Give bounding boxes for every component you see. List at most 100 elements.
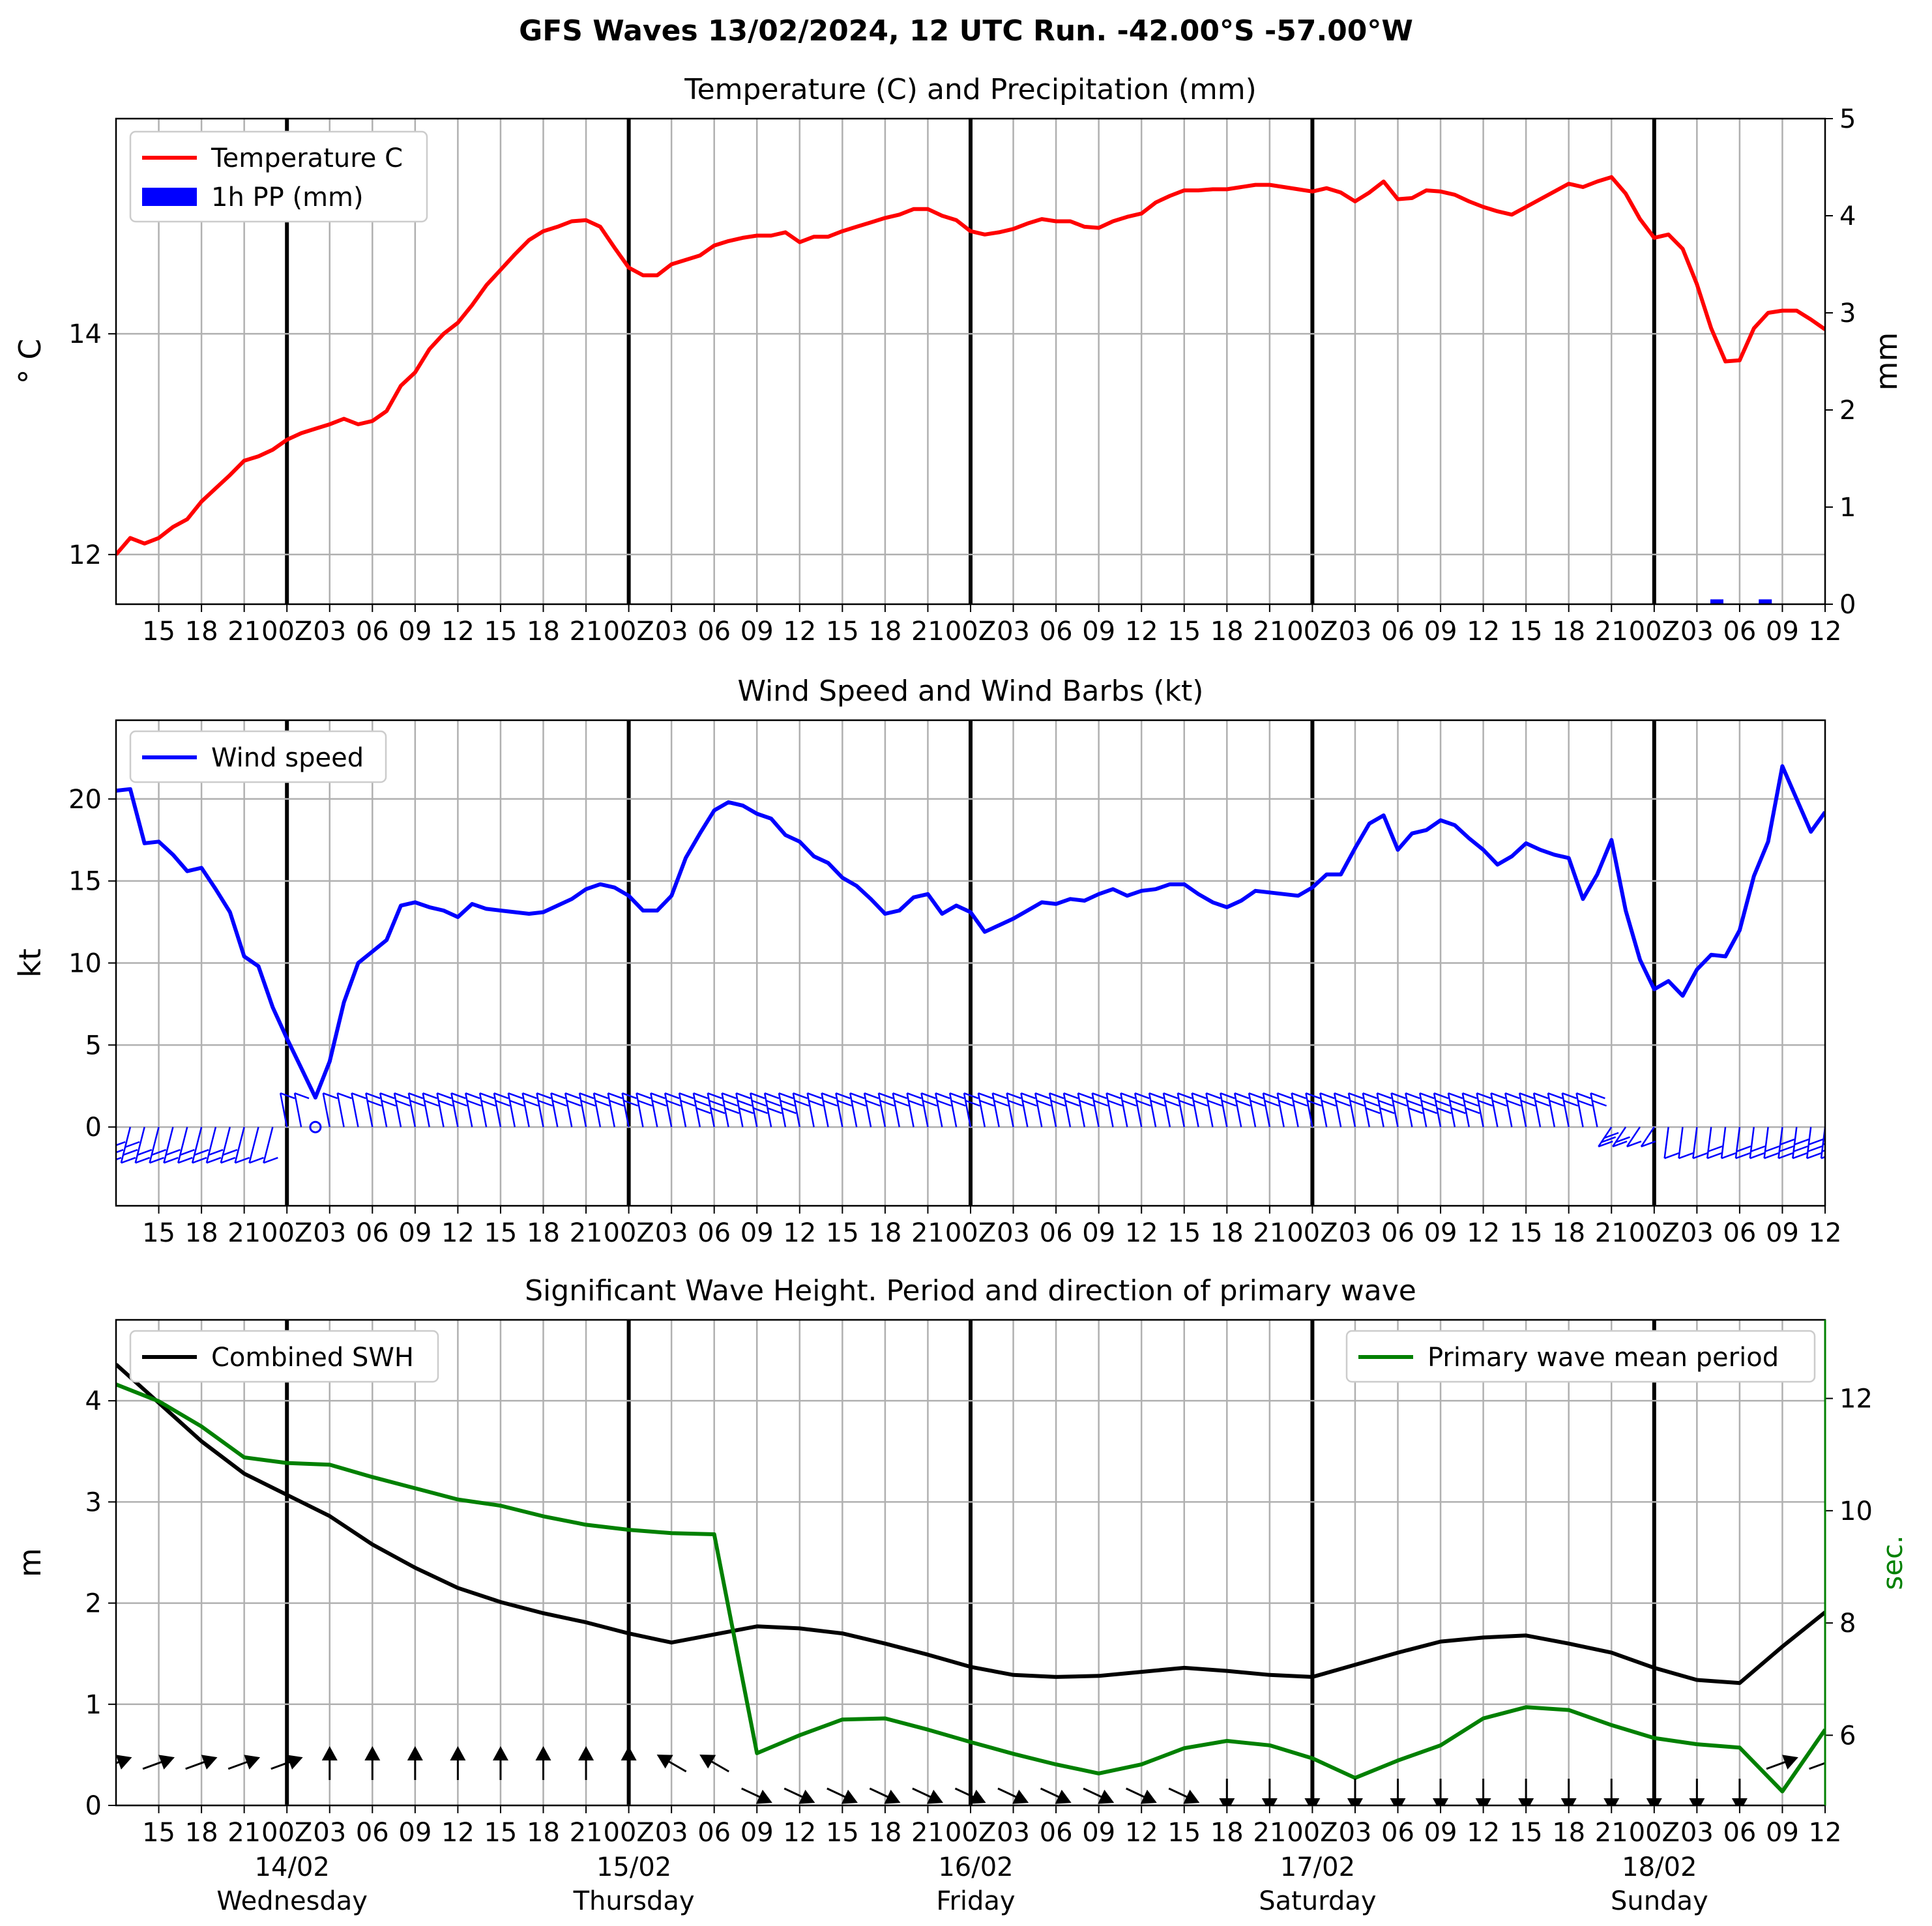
wind-barb-shaft — [778, 1092, 787, 1128]
wind-barb-shaft — [205, 1126, 217, 1163]
x-tick-label: 12 — [1809, 1818, 1842, 1848]
x-tick-label: 09 — [1766, 1818, 1799, 1848]
wind-barb-shaft — [849, 1092, 858, 1128]
wind-barb-feather — [1534, 1100, 1550, 1107]
x-tick-label: 00Z — [261, 1218, 312, 1248]
x-tick-label: 21 — [911, 617, 944, 647]
y-tick-label: 10 — [68, 949, 102, 979]
wind-barb-shaft — [1778, 1127, 1783, 1159]
legend: Temperature C 1h PP (mm) — [129, 130, 428, 223]
wind-barb-shaft — [735, 1092, 744, 1128]
wave-arrow-icon — [1560, 1779, 1577, 1805]
wind-barb-feather — [735, 1092, 751, 1100]
wind-barb-feather — [1093, 1100, 1109, 1107]
x-tick-label: 21 — [227, 617, 261, 647]
x-tick-label: 06 — [1723, 1818, 1756, 1848]
wind-barb-feather — [1504, 1092, 1520, 1100]
wind-barb-shaft — [636, 1092, 644, 1128]
x-tick-label: 12 — [1467, 1218, 1500, 1248]
wind-barb-feather — [1641, 1141, 1656, 1148]
x-tick-label: 06 — [356, 1818, 389, 1848]
wind-barb-shaft — [707, 1092, 715, 1128]
wind-barb-feather — [1335, 1100, 1351, 1107]
wind-barb-shaft — [650, 1092, 658, 1128]
wind-barb-feather — [1576, 1092, 1591, 1100]
wind-barb-shaft — [322, 1092, 330, 1128]
wind-barb-feather — [835, 1092, 851, 1100]
x-tick-label: 21 — [911, 1218, 944, 1248]
wind-barb-feather — [794, 1100, 810, 1107]
legend-label: Wind speed — [211, 743, 364, 773]
wave-arrow-icon — [1731, 1779, 1748, 1805]
day-name-label: Sunday — [1611, 1886, 1708, 1916]
wind-barb-feather — [921, 1092, 936, 1100]
wave-arrow-head — [1012, 1789, 1029, 1804]
x-tick-label: 12 — [441, 1818, 475, 1848]
wind-barb-shaft — [578, 1092, 587, 1128]
x-tick-label: 12 — [1125, 1818, 1158, 1848]
x-tick-label: 12 — [1125, 1218, 1158, 1248]
wind-barb-feather — [1077, 1092, 1093, 1100]
wind-barb-shaft — [1220, 1092, 1228, 1128]
y2-tick-label: 6 — [1839, 1721, 1856, 1751]
wind-barb-feather — [1250, 1100, 1265, 1107]
wind-barb-feather — [1626, 1141, 1642, 1148]
wind-barb-shaft — [948, 1092, 958, 1128]
wind-barb-shaft — [336, 1092, 345, 1128]
legend: Wind speed — [129, 730, 387, 783]
wind-barb-feather — [1520, 1100, 1536, 1107]
wind-barb-feather — [1779, 1138, 1795, 1146]
wind-barb-feather — [1022, 1100, 1038, 1107]
wind-barb-feather — [192, 1157, 207, 1164]
panel-title: Temperature (C) and Precipitation (mm) — [684, 73, 1257, 106]
wind-barb-feather — [1264, 1100, 1280, 1107]
wind-barb-feather — [1277, 1092, 1293, 1100]
wave-arrow-icon — [699, 1755, 729, 1773]
wind-barb-shaft — [351, 1092, 359, 1128]
wind-barb-feather — [808, 1100, 824, 1107]
wind-barb-feather — [116, 1157, 122, 1161]
day-date-label: 14/02 — [255, 1852, 330, 1882]
wind-barb-feather — [493, 1092, 509, 1100]
wind-barb-feather — [679, 1092, 694, 1100]
legend-frame — [129, 730, 387, 783]
wind-barb-shaft — [1547, 1092, 1556, 1128]
wave-arrow-head — [1824, 1755, 1825, 1770]
wind-barb-feather — [680, 1100, 695, 1107]
wind-barb-feather — [480, 1100, 496, 1107]
wind-barb-feather — [1706, 1152, 1722, 1160]
wind-barb-feather — [807, 1092, 823, 1100]
x-tick-label: 06 — [1040, 1218, 1073, 1248]
x-tick-label: 00Z — [261, 617, 312, 647]
wind-barb-shaft — [692, 1092, 701, 1128]
wind-barb-feather — [395, 1100, 411, 1107]
x-tick-label: 03 — [655, 1818, 688, 1848]
wind-barb-feather — [208, 1148, 224, 1156]
wind-barb-feather — [1405, 1092, 1420, 1100]
x-tick-label: 21 — [227, 1818, 261, 1848]
legend: Combined SWH — [129, 1330, 439, 1383]
wind-barb-feather — [950, 1100, 966, 1107]
x-tick-label: 18 — [527, 1818, 560, 1848]
wind-barb-feather — [465, 1092, 480, 1100]
x-tick-label: 21 — [911, 1818, 944, 1848]
wind-barb-feather — [379, 1092, 395, 1100]
x-tick-label: 12 — [1467, 617, 1500, 647]
x-tick-label: 06 — [1040, 1818, 1073, 1848]
x-tick-label: 21 — [1253, 1218, 1286, 1248]
wind-barb-feather — [249, 1157, 264, 1164]
wind-barb-shaft — [593, 1092, 602, 1128]
wind-barb-feather — [1364, 1100, 1379, 1107]
wind-barb-shaft — [607, 1092, 615, 1128]
wave-arrow-head — [1347, 1798, 1363, 1805]
x-tick-label: 03 — [655, 1218, 688, 1248]
wave-arrow-head — [244, 1755, 261, 1770]
wind-barb-shaft — [1262, 1092, 1271, 1128]
wind-barb-feather — [650, 1092, 666, 1100]
wind-barb-feather — [1449, 1100, 1465, 1107]
x-tick-label: 15 — [142, 1818, 175, 1848]
wind-barb-feather — [1293, 1100, 1308, 1107]
wind-barb-shaft — [450, 1092, 459, 1128]
wind-barb-feather — [1207, 1100, 1223, 1107]
wind-barb-feather — [1263, 1092, 1278, 1100]
